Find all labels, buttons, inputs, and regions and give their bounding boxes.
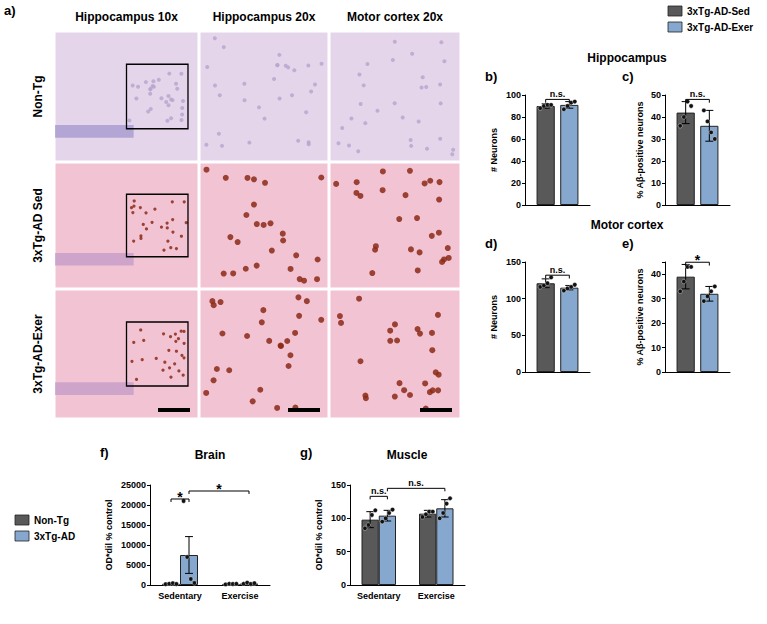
svg-text:Exercise: Exercise [418, 591, 455, 601]
svg-text:*: * [177, 489, 183, 505]
svg-text:OD*dil % control: OD*dil % control [104, 499, 114, 570]
svg-text:n.s.: n.s. [408, 478, 424, 488]
svg-text:Exercise: Exercise [221, 591, 258, 601]
svg-text:f): f) [100, 445, 109, 460]
svg-text:Hippocampus 20x: Hippocampus 20x [213, 10, 316, 24]
svg-text:OD*dil % control: OD*dil % control [314, 499, 324, 570]
svg-text:*: * [695, 252, 701, 268]
svg-text:3xTg-AD-Sed: 3xTg-AD-Sed [687, 6, 750, 17]
svg-text:0: 0 [141, 580, 146, 590]
svg-text:n.s.: n.s. [371, 486, 387, 496]
svg-text:e): e) [622, 236, 634, 251]
svg-text:15000: 15000 [121, 520, 146, 530]
svg-text:3xTg-AD-Exer: 3xTg-AD-Exer [31, 314, 45, 394]
svg-text:50: 50 [336, 547, 346, 557]
svg-text:Sedentary: Sedentary [158, 591, 202, 601]
svg-text:80: 80 [511, 112, 521, 122]
svg-text:b): b) [485, 69, 497, 84]
svg-text:10000: 10000 [121, 540, 146, 550]
svg-text:0: 0 [516, 200, 521, 210]
svg-text:g): g) [300, 445, 312, 460]
svg-text:Sedentary: Sedentary [357, 591, 401, 601]
svg-text:10: 10 [651, 343, 661, 353]
svg-text:0: 0 [516, 367, 521, 377]
svg-text:100: 100 [506, 294, 521, 304]
svg-text:100: 100 [506, 90, 521, 100]
svg-text:Hippocampus 10x: Hippocampus 10x [75, 10, 178, 24]
svg-text:Motor cortex: Motor cortex [591, 218, 664, 232]
svg-text:d): d) [485, 236, 497, 251]
svg-text:100: 100 [331, 513, 346, 523]
svg-text:3xTg-AD Sed: 3xTg-AD Sed [31, 188, 45, 263]
svg-text:30: 30 [651, 134, 661, 144]
svg-text:n.s.: n.s. [690, 89, 706, 99]
svg-text:150: 150 [331, 480, 346, 490]
svg-text:Muscle: Muscle [387, 448, 428, 462]
svg-text:% Aβ-positive neurons: % Aβ-positive neurons [635, 268, 645, 365]
svg-text:% Aβ-positive neurons: % Aβ-positive neurons [635, 101, 645, 198]
svg-text:40: 40 [651, 269, 661, 279]
svg-text:40: 40 [511, 156, 521, 166]
svg-text:150: 150 [506, 257, 521, 267]
svg-text:Motor cortex 20x: Motor cortex 20x [347, 10, 443, 24]
svg-text:0: 0 [656, 367, 661, 377]
svg-text:# Neurons: # Neurons [489, 128, 499, 172]
svg-text:25000: 25000 [121, 480, 146, 490]
svg-text:3xTg-AD-Exer: 3xTg-AD-Exer [687, 22, 753, 33]
svg-text:20: 20 [511, 178, 521, 188]
svg-text:a): a) [4, 3, 16, 18]
svg-text:Hippocampus: Hippocampus [587, 51, 667, 65]
svg-text:n.s.: n.s. [550, 89, 566, 99]
svg-text:Brain: Brain [195, 448, 226, 462]
svg-text:0: 0 [656, 200, 661, 210]
svg-text:5000: 5000 [126, 560, 146, 570]
svg-text:30: 30 [651, 294, 661, 304]
svg-text:20: 20 [651, 318, 661, 328]
svg-text:50: 50 [511, 330, 521, 340]
svg-text:50: 50 [651, 90, 661, 100]
svg-text:60: 60 [511, 134, 521, 144]
svg-text:Non-Tg: Non-Tg [31, 76, 45, 118]
svg-text:20: 20 [651, 156, 661, 166]
svg-text:40: 40 [651, 112, 661, 122]
svg-text:c): c) [622, 69, 634, 84]
svg-text:0: 0 [341, 580, 346, 590]
svg-text:20000: 20000 [121, 500, 146, 510]
svg-text:Non-Tg: Non-Tg [34, 515, 69, 526]
svg-text:# Neurons: # Neurons [489, 295, 499, 339]
svg-text:10: 10 [651, 178, 661, 188]
svg-text:*: * [216, 481, 222, 497]
svg-text:n.s.: n.s. [550, 265, 566, 275]
svg-text:3xTg-AD: 3xTg-AD [34, 531, 75, 542]
